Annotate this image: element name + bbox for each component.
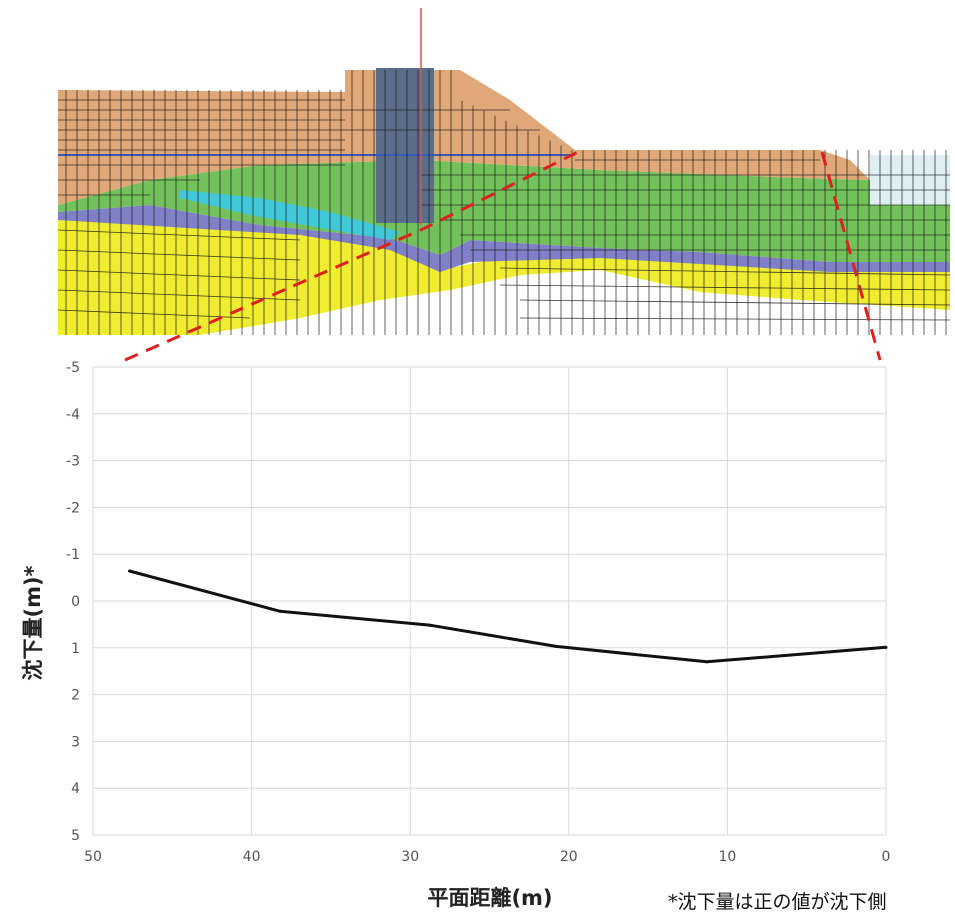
x-tick-label: 40 [243, 849, 261, 865]
y-axis-title: 沈下量(m)* [21, 565, 45, 680]
y-tick-labels: -5 -4 -3 -2 -1 0 1 2 3 4 5 [66, 360, 80, 844]
settlement-chart: -5 -4 -3 -2 -1 0 1 2 3 4 5 50 40 30 20 10 0 沈下量(m)* 平面距… [21, 360, 890, 913]
embankment [58, 70, 870, 205]
sheet-pile-structure [376, 68, 434, 223]
y-tick-label: -2 [66, 500, 80, 516]
y-tick-label: 5 [71, 828, 80, 844]
data-point [429, 623, 433, 627]
x-tick-label: 0 [882, 849, 891, 865]
y-tick-label: 1 [71, 641, 80, 657]
yellow-layer [58, 215, 950, 335]
x-axis-title: 平面距離(m) [427, 886, 552, 910]
x-tick-label: 10 [718, 849, 736, 865]
y-tick-label: -1 [66, 547, 80, 563]
purple-layer [58, 205, 950, 272]
data-point [705, 660, 709, 664]
y-tick-label: -4 [66, 407, 80, 423]
fem-cross-section [58, 8, 950, 362]
y-tick-label: 0 [71, 594, 80, 610]
data-point [554, 644, 558, 648]
x-tick-label: 20 [560, 849, 578, 865]
data-point [127, 569, 131, 573]
callout-lines [124, 150, 882, 362]
y-tick-label: 2 [71, 688, 80, 704]
chart-grid [92, 366, 887, 836]
x-tick-label: 30 [401, 849, 419, 865]
data-point [884, 645, 888, 649]
y-tick-label: 4 [71, 781, 80, 797]
y-tick-label: -5 [66, 360, 80, 376]
y-tick-label: -3 [66, 454, 80, 470]
green-layer [58, 160, 950, 262]
settlement-line [129, 569, 887, 664]
x-tick-label: 50 [84, 849, 102, 865]
x-tick-labels: 50 40 30 20 10 0 [84, 849, 890, 865]
data-point [278, 609, 282, 613]
y-tick-label: 3 [71, 734, 80, 750]
series-points [127, 569, 888, 664]
cyan-layer [180, 190, 400, 240]
footnote: *沈下量は正の値が沈下側 [668, 891, 887, 913]
